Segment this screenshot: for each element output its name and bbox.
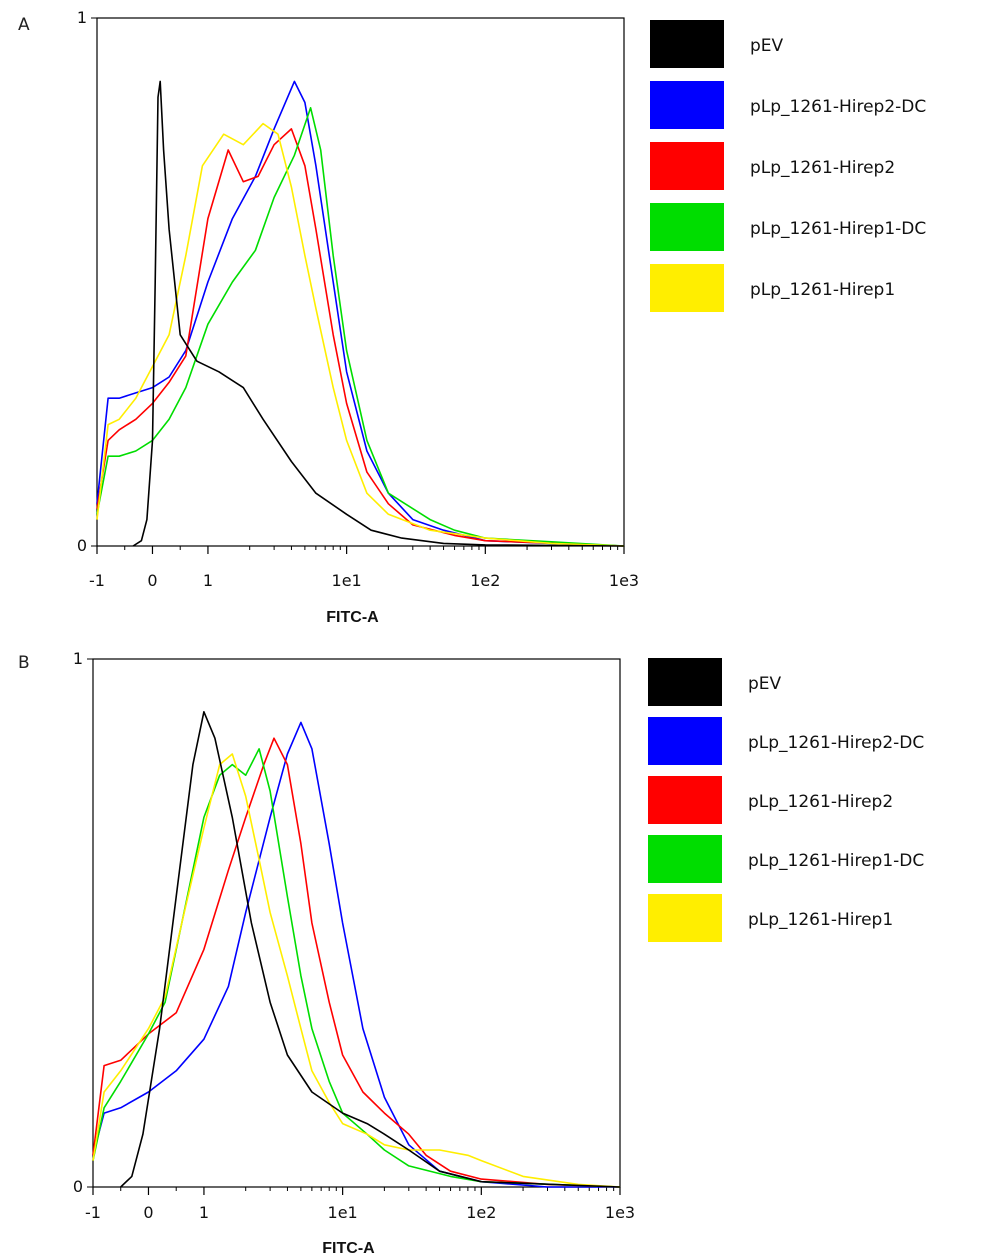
- series-line-plp-1261-hirep2: [96, 128, 625, 547]
- legend-swatch: [648, 894, 722, 942]
- series-line-plp-1261-hirep1: [96, 122, 625, 547]
- legend-label: pLp_1261-Hirep1-DC: [750, 219, 926, 239]
- series-line-plp-1261-hirep1-dc: [92, 747, 621, 1188]
- x-tick-label: 1e2: [470, 571, 500, 590]
- legend-swatch: [650, 203, 724, 251]
- series-line-plp-1261-hirep1: [92, 753, 621, 1188]
- legend-label: pLp_1261-Hirep1: [748, 910, 893, 930]
- x-tick-label: 1: [203, 571, 213, 590]
- legend-swatch: [648, 717, 722, 765]
- legend-swatch: [650, 20, 724, 68]
- x-tick-label: 1e3: [609, 571, 639, 590]
- x-axis-title: FITC-A: [322, 1240, 375, 1257]
- series-line-plp-1261-hirep2: [92, 737, 621, 1188]
- x-tick-label: 1e2: [466, 1203, 496, 1222]
- legend-label: pLp_1261-Hirep2-DC: [748, 733, 924, 753]
- legend-label: pLp_1261-Hirep2: [750, 158, 895, 178]
- y-tick-label: 1: [73, 649, 83, 668]
- legend-swatch: [650, 142, 724, 190]
- legend-label: pLp_1261-Hirep2: [748, 792, 893, 812]
- legend-swatch: [648, 835, 722, 883]
- legend-swatch: [650, 264, 724, 312]
- series-line-plp-1261-hirep2-dc: [92, 721, 620, 1188]
- legend-swatch: [650, 81, 724, 129]
- panel-a: A01-1 0 1 1e1 1e2 1e3FITC-ApEVpLp_1261-Hirep2…: [18, 8, 926, 626]
- legend-label: pLp_1261-Hirep1-DC: [748, 851, 924, 871]
- panel-letter: B: [18, 653, 30, 673]
- x-tick-label: -1: [89, 571, 105, 590]
- legend-swatch: [648, 658, 722, 706]
- panel-letter: A: [18, 15, 30, 35]
- x-tick-label: 0: [147, 571, 157, 590]
- x-tick-label: 1: [199, 1203, 209, 1222]
- legend-label: pLp_1261-Hirep2-DC: [750, 97, 926, 117]
- series-line-pev: [120, 710, 621, 1188]
- legend-label: pEV: [750, 36, 784, 56]
- y-tick-label: 1: [77, 8, 87, 27]
- panel-b: B01-1 0 1 1e1 1e2 1e3FITC-ApEVpLp_1261-Hirep2…: [18, 649, 924, 1257]
- legend-swatch: [648, 776, 722, 824]
- series-line-pev: [132, 80, 625, 547]
- legend-label: pLp_1261-Hirep1: [750, 280, 895, 300]
- x-tick-label: 0: [143, 1203, 153, 1222]
- x-tick-label: -1: [85, 1203, 101, 1222]
- y-tick-label: 0: [73, 1177, 83, 1196]
- series-line-plp-1261-hirep2-dc: [96, 80, 625, 547]
- x-axis-title: FITC-A: [326, 609, 379, 626]
- x-tick-label: 1e1: [328, 1203, 358, 1222]
- legend-label: pEV: [748, 674, 782, 694]
- plot-frame: [92, 658, 621, 1188]
- plot-frame: [96, 17, 625, 547]
- x-tick-label: 1e1: [332, 571, 362, 590]
- x-tick-label: 1e3: [605, 1203, 635, 1222]
- y-tick-label: 0: [77, 536, 87, 555]
- series-line-plp-1261-hirep1-dc: [96, 107, 625, 547]
